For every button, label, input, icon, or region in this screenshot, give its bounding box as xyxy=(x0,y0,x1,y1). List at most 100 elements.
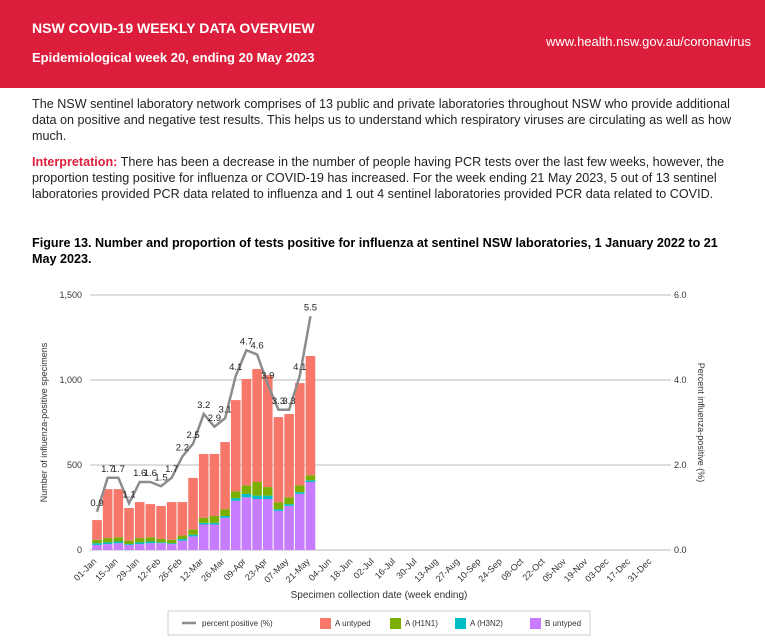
bar-segment xyxy=(284,505,294,550)
intro: The NSW sentinel laboratory network comp… xyxy=(32,97,732,143)
x-tick-label: 24-Sep xyxy=(476,556,504,584)
bar-segment xyxy=(188,529,198,535)
bar-segment xyxy=(273,417,284,503)
data-label: 0.9 xyxy=(90,498,103,509)
bar-segment xyxy=(198,522,209,525)
bar-segment xyxy=(273,510,284,550)
interpretation-label: Interpretation: xyxy=(32,155,118,169)
bar-segment xyxy=(198,453,209,518)
bar-segment xyxy=(230,498,241,501)
header-title: NSW COVID-19 WEEKLY DATA OVERVIEW xyxy=(32,20,315,36)
y2-tick-label: 6.0 xyxy=(674,290,687,300)
x-tick-label: 16-Jul xyxy=(373,556,397,580)
data-label: 2.5 xyxy=(186,430,199,441)
data-label: 3.3 xyxy=(283,396,296,407)
legend-label: A untyped xyxy=(335,619,371,628)
interpretation-text: There has been a decrease in the number … xyxy=(32,155,725,201)
bar-segment xyxy=(134,544,145,550)
bar-segment xyxy=(166,543,177,545)
legend-label: A (H3N2) xyxy=(470,619,503,628)
bar-segment xyxy=(209,453,220,516)
bar-segment xyxy=(220,442,230,510)
bar-segment xyxy=(273,502,284,510)
bar-segment xyxy=(113,537,124,542)
bar-segment xyxy=(188,534,198,537)
bar-segment xyxy=(92,544,102,550)
x-tick-label: 26-Mar xyxy=(199,556,226,583)
data-label: 1.7 xyxy=(165,464,178,475)
data-label: 3.2 xyxy=(197,400,210,411)
bar-segment xyxy=(252,499,262,550)
bar-segment xyxy=(156,543,166,550)
bar-segment xyxy=(188,477,198,530)
legend-label: B untyped xyxy=(545,619,581,628)
x-tick-label: 02-Jul xyxy=(352,556,376,580)
bar-segment xyxy=(305,475,316,481)
bar-segment xyxy=(252,482,262,496)
header-url: www.health.nsw.gov.au/coronavirus xyxy=(546,34,751,49)
bar-segment xyxy=(177,538,188,541)
y-tick-label: 0 xyxy=(77,545,82,555)
bar-segment xyxy=(198,524,209,550)
data-label: 3.9 xyxy=(261,370,274,381)
data-label: 1.7 xyxy=(101,464,114,475)
legend-swatch xyxy=(530,618,541,629)
legend-swatch xyxy=(390,618,401,629)
bar-segment xyxy=(113,541,124,544)
bar-segment xyxy=(305,480,316,482)
bar-segment xyxy=(252,368,262,482)
bar-segment xyxy=(145,541,156,544)
chart: 05001,0001,5000.02.04.06.001-Jan15-Jan29… xyxy=(39,290,706,636)
data-label: 5.5 xyxy=(304,302,317,313)
data-label: 2.2 xyxy=(176,443,189,454)
data-label: 4.6 xyxy=(250,341,263,352)
figure-title: Figure 13. Number and proportion of test… xyxy=(32,236,718,266)
bar-segment xyxy=(294,485,305,493)
bar-segment xyxy=(198,517,209,523)
x-tick-label: 01-Jan xyxy=(72,556,99,583)
y2-tick-label: 4.0 xyxy=(674,375,687,385)
y2-tick-label: 2.0 xyxy=(674,460,687,470)
bar-segment xyxy=(305,356,316,476)
bar-segment xyxy=(156,505,166,539)
bar-segment xyxy=(209,524,220,550)
bar-segment xyxy=(220,517,230,550)
legend-label: A (H1N1) xyxy=(405,619,438,628)
bar-segment xyxy=(294,383,305,486)
bar-segment xyxy=(166,544,177,550)
x-tick-label: 08-Oct xyxy=(499,556,526,583)
y-tick-label: 500 xyxy=(67,460,82,470)
bar-segment xyxy=(262,487,273,496)
header: NSW COVID-19 WEEKLY DATA OVERVIEW Epidem… xyxy=(0,0,765,88)
bar-segment xyxy=(230,491,241,499)
data-label: 4.1 xyxy=(293,362,306,373)
x-tick-label: 18-Jun xyxy=(328,556,355,583)
data-label: 1.1 xyxy=(122,489,135,500)
bar-segment xyxy=(134,502,145,539)
bar-segment xyxy=(124,544,134,550)
bar-segment xyxy=(124,540,134,545)
legend-label: percent positive (%) xyxy=(202,619,273,628)
bar-segment xyxy=(134,538,145,543)
bar-segment xyxy=(166,502,177,540)
bar-segment xyxy=(134,542,145,545)
bar-segment xyxy=(273,509,284,511)
bar-segment xyxy=(294,492,305,494)
header-subtitle: Epidemiological week 20, ending 20 May 2… xyxy=(32,50,315,65)
bar-segment xyxy=(156,542,166,544)
data-label: 1.6 xyxy=(133,468,146,479)
x-tick-label: 09-Apr xyxy=(222,556,248,582)
bar-segment xyxy=(145,543,156,550)
bar-segment xyxy=(220,509,230,516)
bar-segment xyxy=(177,535,188,539)
y-axis-title: Number of influenza-positive specimens xyxy=(39,342,49,502)
data-label: 4.1 xyxy=(229,362,242,373)
bar-segment xyxy=(262,495,273,499)
bar-segment xyxy=(113,543,124,550)
bar-segment xyxy=(230,400,241,492)
data-label: 1.5 xyxy=(154,472,167,483)
bar-segment xyxy=(124,508,134,541)
line-series xyxy=(95,316,312,513)
data-label: 3.3 xyxy=(272,396,285,407)
bar-segment xyxy=(305,482,316,550)
